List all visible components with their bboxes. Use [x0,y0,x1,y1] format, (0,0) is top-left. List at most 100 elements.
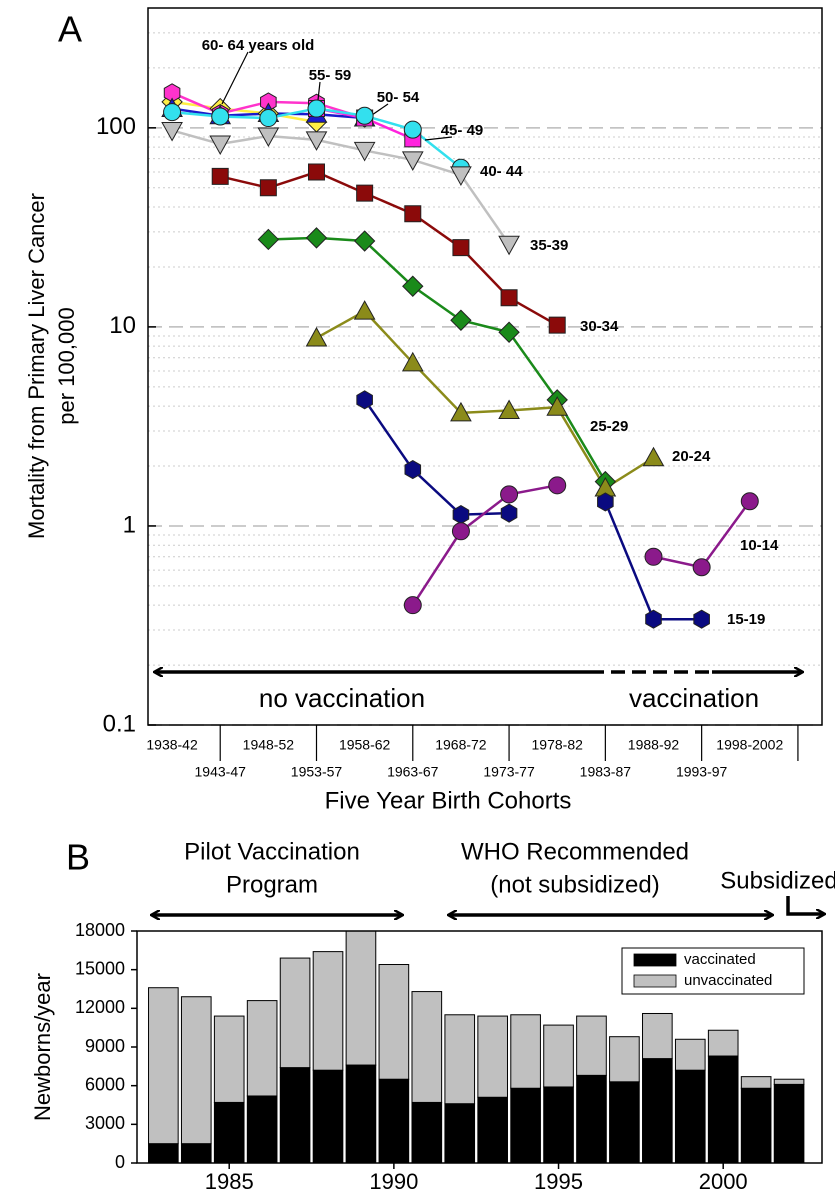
bar-segment [148,987,179,1145]
marker [548,316,566,334]
bar-segment [246,1095,278,1164]
series-label: 20-24 [672,448,711,465]
series-line [171,129,511,246]
leader-line [371,103,389,116]
x-tick-label: 1943-47 [195,764,247,780]
marker [693,609,710,629]
marker [451,522,470,541]
plot-frame [136,930,823,1164]
marker [402,275,424,297]
series-label: 30-34 [580,318,619,335]
bar-segment [543,1024,574,1088]
x-tick-label: 1995 [534,1169,583,1194]
marker [353,141,376,162]
marker [353,300,376,320]
x-tick-label: 1983-87 [580,764,632,780]
bar-segment [609,1081,640,1164]
x-tick-label: 1993-97 [676,764,728,780]
y-tick-label: 15000 [75,958,125,978]
bar-segment [312,951,344,1071]
marker [644,547,663,566]
marker [642,446,665,467]
marker [645,609,662,629]
bar-segment [477,1096,508,1164]
leader-line [221,51,249,105]
y-tick-label: 0 [115,1152,125,1172]
annotation: no vaccination [259,683,425,713]
marker [259,179,277,197]
bar-segment [773,1078,805,1085]
bar-segment [773,1083,805,1164]
leader-line [317,81,321,101]
marker [211,107,230,126]
x-tick-label: 1948-52 [243,737,295,753]
marker [209,135,232,155]
marker [452,505,470,525]
series-label: 45- 49 [441,122,484,139]
bar-segment [180,996,212,1145]
bar-segment [543,1086,574,1164]
bar-segment [411,991,443,1103]
legend-swatch [633,974,677,988]
marker [305,326,328,347]
marker [498,321,520,343]
y-tick-label: 1 [123,511,136,538]
marker [500,503,518,523]
legend-swatch [633,953,677,967]
bar-segment [576,1074,607,1164]
annotation: WHO Recommended [461,838,689,865]
series-label: 10-14 [740,537,779,554]
bar-segment [740,1087,772,1164]
x-tick-label: 1990 [369,1169,418,1194]
x-tick-label: 1938-42 [146,737,198,753]
marker [500,485,519,504]
series-line [315,309,655,490]
series-label: 35-39 [530,237,568,254]
bar-segment [148,1143,179,1164]
marker [307,99,326,118]
bar-segment [345,1064,377,1164]
y-tick-label: 100 [96,113,136,140]
bar-segment [740,1076,772,1089]
marker [403,596,422,615]
marker [163,103,182,122]
y-axis-label: Mortality from Primary Liver Cancer [24,193,49,539]
series-label: 50- 54 [377,89,420,106]
marker [740,492,759,511]
series-label: 40- 44 [480,163,523,180]
marker [450,309,472,331]
y-tick-label: 12000 [75,997,125,1017]
marker [305,131,328,151]
bar-segment [444,1103,476,1164]
legend-label: unvaccinated [684,972,772,989]
bar-segment [213,1015,245,1103]
annotation: Program [226,871,318,898]
plot-frame [147,7,823,726]
marker [356,184,374,202]
x-tick-label: 1988-92 [628,737,680,753]
x-tick-label: 2000 [699,1169,748,1194]
panel-label: B [66,837,90,878]
x-axis-label: Five Year Birth Cohorts [325,787,572,814]
bar-segment [378,1078,410,1164]
bar-segment [674,1069,706,1164]
bar-segment [642,1012,673,1060]
bar-segment [609,1036,640,1083]
bar-segment [213,1101,245,1164]
marker [257,127,280,148]
y-tick-label: 6000 [85,1074,125,1094]
marker [500,289,518,307]
marker [401,351,424,372]
y-tick-label: 3000 [85,1113,125,1133]
marker [498,235,520,256]
annotation: vaccination [629,683,759,713]
bar-segment [444,1014,476,1105]
marker [257,228,280,251]
series-label: 60- 64 years old [202,37,315,54]
marker [211,167,229,185]
bar-segment [312,1069,344,1164]
marker [404,459,422,480]
marker [356,390,373,410]
bar-segment [411,1101,443,1164]
